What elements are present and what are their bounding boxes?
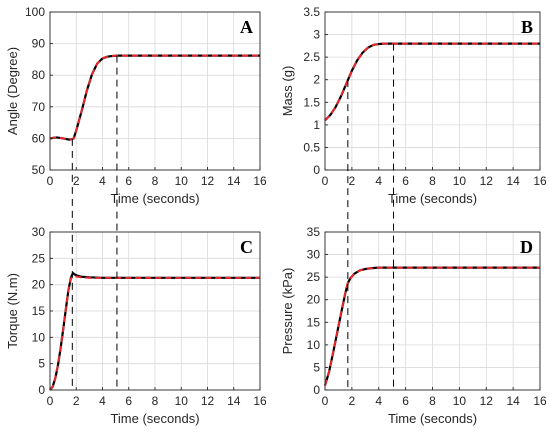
panel-a-series-dashed-red (49, 54, 260, 141)
panel-a-x-tick-label: 14 (227, 174, 241, 188)
panel-d-x-tick-label: 0 (322, 394, 329, 408)
panel-c-y-tick-label: 20 (32, 278, 46, 292)
panel-a-y-tick-label: 80 (32, 68, 46, 82)
panel-b-x-axis-label: Time (seconds) (388, 191, 477, 206)
panel-c-x-tick-label: 6 (125, 394, 132, 408)
panel-a-x-tick-label: 10 (175, 174, 189, 188)
panel-b-x-tick-label: 6 (402, 174, 409, 188)
panel-b-x-tick-label: 16 (533, 174, 547, 188)
panel-b-x-tick-label: 14 (506, 174, 520, 188)
panel-a-y-axis-label: Angle (Degree) (5, 47, 20, 135)
panel-d-x-tick-label: 12 (480, 394, 494, 408)
panel-c-x-tick-label: 0 (47, 394, 54, 408)
panel-c-x-tick-label: 16 (253, 394, 267, 408)
panel-d-letter: D (520, 237, 533, 257)
panel-b-x-tick-label: 0 (322, 174, 329, 188)
panel-b-x-tick-label: 2 (349, 174, 356, 188)
panel-c-x-tick-label: 10 (175, 394, 189, 408)
panel-a-y-tick-label: 90 (32, 37, 46, 51)
panel-a-y-tick-label: 70 (32, 100, 46, 114)
panel-a-x-tick-label: 16 (253, 174, 267, 188)
panel-c-letter: C (240, 237, 253, 257)
panel-d-y-tick-label: 0 (313, 383, 320, 397)
panel-b-y-tick-label: 0.5 (303, 140, 320, 154)
panel-d-y-tick-label: 15 (307, 315, 321, 329)
panel-d-y-tick-label: 35 (307, 225, 321, 239)
panel-d-y-tick-label: 20 (307, 293, 321, 307)
panel-a: 0 2 4 6 8 10 12 14 16 50 60 70 80 90 100 Time (seconds)… (5, 5, 267, 206)
panel-d-x-tick-label: 14 (506, 394, 520, 408)
panel-d-x-tick-label: 2 (349, 394, 356, 408)
panel-a-x-tick-label: 4 (99, 174, 106, 188)
panel-d-x-tick-label: 6 (402, 394, 409, 408)
panel-b: 0 2 4 6 8 10 12 14 16 0 0.5 1 1.5 2 2.5 3 3.5 Time (secon… (280, 5, 547, 206)
panel-c-y-tick-label: 10 (32, 330, 46, 344)
panel-b-y-tick-label: 1 (313, 118, 320, 132)
panel-d-x-axis-label: Time (seconds) (388, 411, 477, 426)
panel-b-y-tick-label: 2.5 (303, 50, 320, 64)
panel-a-x-axis-label: Time (seconds) (110, 191, 199, 206)
panel-b-y-tick-label: 1.5 (303, 95, 320, 109)
panel-b-y-axis-label: Mass (g) (280, 66, 295, 117)
panel-letters-layer: A B C D (240, 17, 533, 257)
panel-c-x-tick-label: 8 (152, 394, 159, 408)
panel-b-y-tick-label: 3 (313, 28, 320, 42)
panel-d-y-tick-label: 5 (313, 360, 320, 374)
panel-c: 0 2 4 6 8 10 12 14 16 0 5 10 15 20 25 30 Time (seconds) T… (5, 225, 267, 426)
panel-d-x-tick-label: 16 (533, 394, 547, 408)
panel-a-x-tick-label: 8 (152, 174, 159, 188)
panel-c-y-axis-label: Torque (N.m) (5, 273, 20, 349)
panel-a-y-tick-label: 100 (25, 5, 45, 19)
panel-a-y-tick-label: 60 (32, 131, 46, 145)
panel-b-y-tick-label: 0 (313, 163, 320, 177)
panel-c-x-tick-label: 4 (99, 394, 106, 408)
time-marker-layer (71, 43, 395, 390)
panel-c-x-axis-label: Time (seconds) (110, 411, 199, 426)
panel-b-y-tick-label: 3.5 (303, 5, 320, 19)
panel-a-x-tick-label: 6 (125, 174, 132, 188)
panel-c-x-tick-label: 12 (201, 394, 215, 408)
panel-d: 0 2 4 6 8 10 12 14 16 0 5 10 15 20 25 30 35 Time (seconds… (280, 225, 547, 426)
panel-d-y-tick-label: 25 (307, 270, 321, 284)
panel-a-letter: A (240, 17, 253, 37)
panel-c-y-tick-label: 15 (32, 304, 46, 318)
panel-d-x-tick-label: 8 (429, 394, 436, 408)
panel-c-series-dashed-red (49, 274, 260, 391)
panel-a-x-tick-label: 0 (47, 174, 54, 188)
panel-d-y-tick-label: 30 (307, 248, 321, 262)
panel-d-x-tick-label: 4 (375, 394, 382, 408)
panel-b-letter: B (521, 17, 533, 37)
panel-c-y-tick-label: 30 (32, 225, 46, 239)
panel-d-y-axis-label: Pressure (kPa) (280, 268, 295, 355)
panel-d-x-tick-label: 10 (453, 394, 467, 408)
panel-b-x-tick-label: 10 (453, 174, 467, 188)
panel-b-x-tick-label: 4 (375, 174, 382, 188)
panel-a-x-tick-label: 2 (73, 174, 80, 188)
panel-c-y-tick-label: 5 (38, 357, 45, 371)
panel-c-x-tick-label: 2 (73, 394, 80, 408)
panel-b-y-tick-label: 2 (313, 73, 320, 87)
panel-c-x-tick-label: 14 (227, 394, 241, 408)
panel-d-y-tick-label: 10 (307, 338, 321, 352)
panel-c-y-tick-label: 25 (32, 251, 46, 265)
panel-b-x-tick-label: 8 (429, 174, 436, 188)
panel-b-x-tick-label: 12 (480, 174, 494, 188)
panel-a-x-tick-label: 12 (201, 174, 215, 188)
panel-d-series-dashed-red (324, 266, 540, 386)
panel-a-y-tick-label: 50 (32, 163, 46, 177)
panel-b-series-dashed-red (324, 42, 540, 122)
panel-c-y-tick-label: 0 (38, 383, 45, 397)
